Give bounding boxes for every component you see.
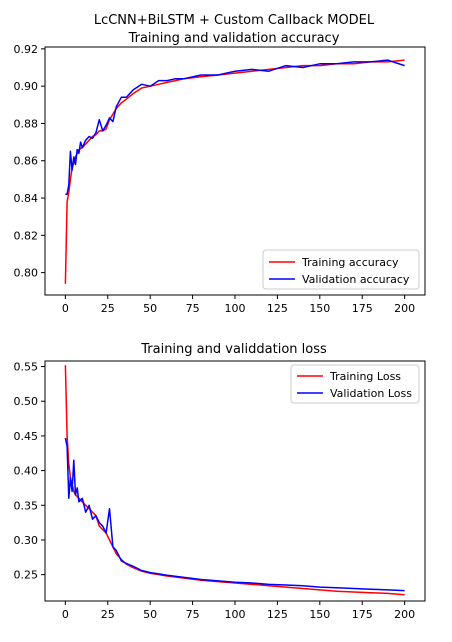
loss-legend-label-training: Training Loss xyxy=(329,370,401,383)
loss-chart: Training and validdation loss 0.250.300.… xyxy=(14,342,426,621)
accuracy-chart-subtitle: Training and validation accuracy xyxy=(128,31,340,46)
loss-x-tick-label: 50 xyxy=(143,608,157,621)
loss-y-tick-label: 0.40 xyxy=(14,465,39,478)
accuracy-x-tick-label: 75 xyxy=(186,302,200,315)
accuracy-x-tick-label: 125 xyxy=(267,302,288,315)
loss-x-axis: 0 25 50 75 100 125 150 175 200 xyxy=(62,601,415,621)
loss-legend-label-validation: Validation Loss xyxy=(330,387,412,400)
accuracy-legend: Training accuracy Validation accuracy xyxy=(262,249,420,290)
loss-x-tick-label: 150 xyxy=(309,608,330,621)
accuracy-x-tick-label: 100 xyxy=(225,302,246,315)
loss-y-tick-label: 0.55 xyxy=(14,361,39,374)
accuracy-x-tick-label: 25 xyxy=(101,302,115,315)
loss-x-tick-label: 100 xyxy=(225,608,246,621)
accuracy-y-tick-label: 0.90 xyxy=(14,80,39,93)
loss-axes-frame xyxy=(44,360,426,602)
accuracy-y-tick-label: 0.80 xyxy=(14,267,39,280)
accuracy-x-tick-label: 150 xyxy=(309,302,330,315)
loss-plot-area xyxy=(64,365,405,596)
accuracy-x-axis: 0 25 50 75 100 125 150 175 200 xyxy=(62,295,415,315)
loss-legend: Training Loss Validation Loss xyxy=(290,364,420,404)
accuracy-y-tick-label: 0.82 xyxy=(14,229,39,242)
loss-x-tick-label: 200 xyxy=(394,608,415,621)
accuracy-legend-box xyxy=(262,249,420,290)
accuracy-chart: LcCNN+BiLSTM + Custom Callback MODEL Tra… xyxy=(14,13,426,315)
loss-x-tick-label: 175 xyxy=(352,608,373,621)
accuracy-x-tick-label: 175 xyxy=(352,302,373,315)
loss-x-tick-label: 0 xyxy=(62,608,69,621)
accuracy-y-tick-label: 0.88 xyxy=(14,117,39,130)
loss-y-axis: 0.25 0.30 0.35 0.40 0.45 0.50 0.55 xyxy=(14,361,45,582)
loss-x-tick-label: 25 xyxy=(101,608,115,621)
accuracy-plot-area xyxy=(64,59,405,284)
loss-x-tick-label: 125 xyxy=(267,608,288,621)
loss-y-tick-label: 0.35 xyxy=(14,499,39,512)
accuracy-series-validation-line xyxy=(65,59,405,196)
loss-y-tick-label: 0.45 xyxy=(14,430,39,443)
accuracy-legend-label-validation: Validation accuracy xyxy=(302,273,410,286)
loss-y-tick-label: 0.25 xyxy=(14,569,39,582)
accuracy-y-tick-label: 0.84 xyxy=(14,192,39,205)
accuracy-axes-frame xyxy=(44,46,426,296)
loss-y-tick-label: 0.30 xyxy=(14,534,39,547)
accuracy-y-axis: 0.80 0.82 0.84 0.86 0.88 0.90 0.92 xyxy=(14,43,45,280)
accuracy-chart-title: LcCNN+BiLSTM + Custom Callback MODEL xyxy=(94,13,375,28)
accuracy-y-tick-label: 0.86 xyxy=(14,155,39,168)
loss-series-validation-line xyxy=(64,437,405,592)
loss-x-tick-label: 75 xyxy=(186,608,200,621)
accuracy-x-tick-label: 200 xyxy=(394,302,415,315)
accuracy-y-tick-label: 0.92 xyxy=(14,43,39,56)
accuracy-x-tick-label: 0 xyxy=(62,302,69,315)
accuracy-legend-label-training: Training accuracy xyxy=(301,256,399,269)
accuracy-x-tick-label: 50 xyxy=(143,302,157,315)
loss-chart-title: Training and validdation loss xyxy=(140,342,327,357)
loss-y-tick-label: 0.50 xyxy=(14,395,39,408)
